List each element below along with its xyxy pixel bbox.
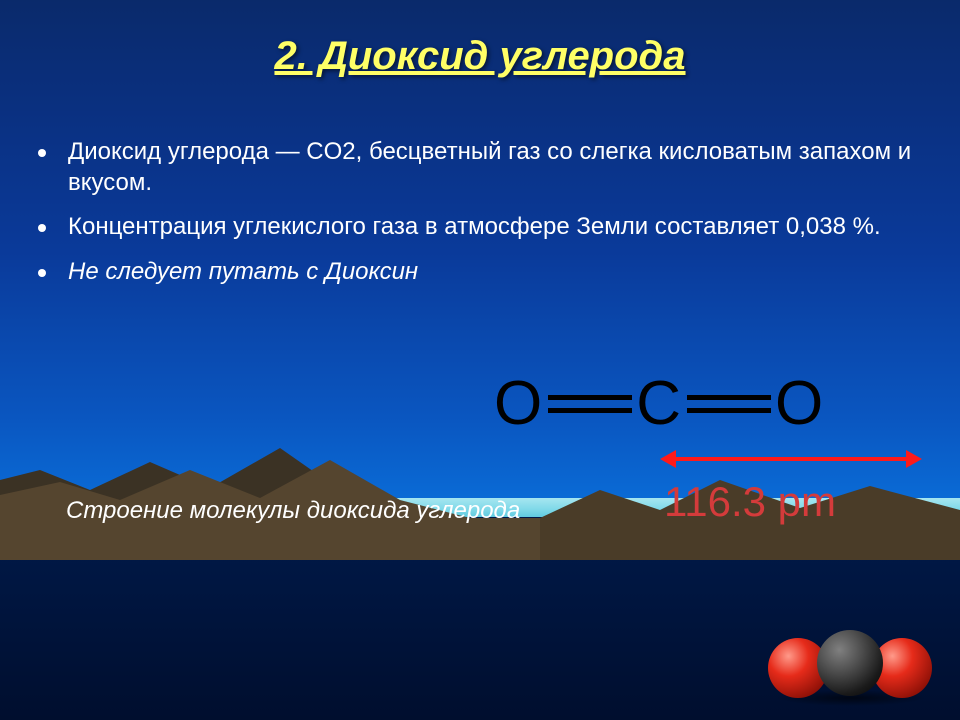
atom-carbon <box>817 630 883 696</box>
bullet-text: Концентрация углекислого газа в атмосфер… <box>68 212 881 243</box>
bullet-item: Диоксид углерода — CO2, бесцветный газ с… <box>38 137 920 198</box>
bullet-list: Диоксид углерода — CO2, бесцветный газ с… <box>38 137 920 288</box>
formula-atom-c: C <box>636 368 683 439</box>
bullet-marker <box>38 269 46 277</box>
formula-atom-o-left: O <box>494 368 544 439</box>
slide-title: 2. Диоксид углерода <box>0 0 960 79</box>
double-bond-icon <box>548 393 632 415</box>
structural-formula: O C O <box>494 368 825 439</box>
molecule-caption: Строение молекулы диоксида углерода <box>66 497 520 525</box>
molecule-3d-model <box>762 628 938 702</box>
double-bond-icon <box>687 393 771 415</box>
dimension-label: 116.3 pm <box>664 478 836 526</box>
bullet-marker <box>38 149 46 157</box>
bullet-item: Не следует путать с Диоксин <box>38 257 920 288</box>
dimension-arrow <box>660 450 922 468</box>
bullet-marker <box>38 224 46 232</box>
bullet-text: Диоксид углерода — CO2, бесцветный газ с… <box>68 137 920 198</box>
bullet-item: Концентрация углекислого газа в атмосфер… <box>38 212 920 243</box>
formula-atom-o-right: O <box>775 368 825 439</box>
bullet-text: Не следует путать с Диоксин <box>68 257 418 288</box>
arrow-right-icon <box>906 450 922 468</box>
dimension-line <box>674 457 908 461</box>
